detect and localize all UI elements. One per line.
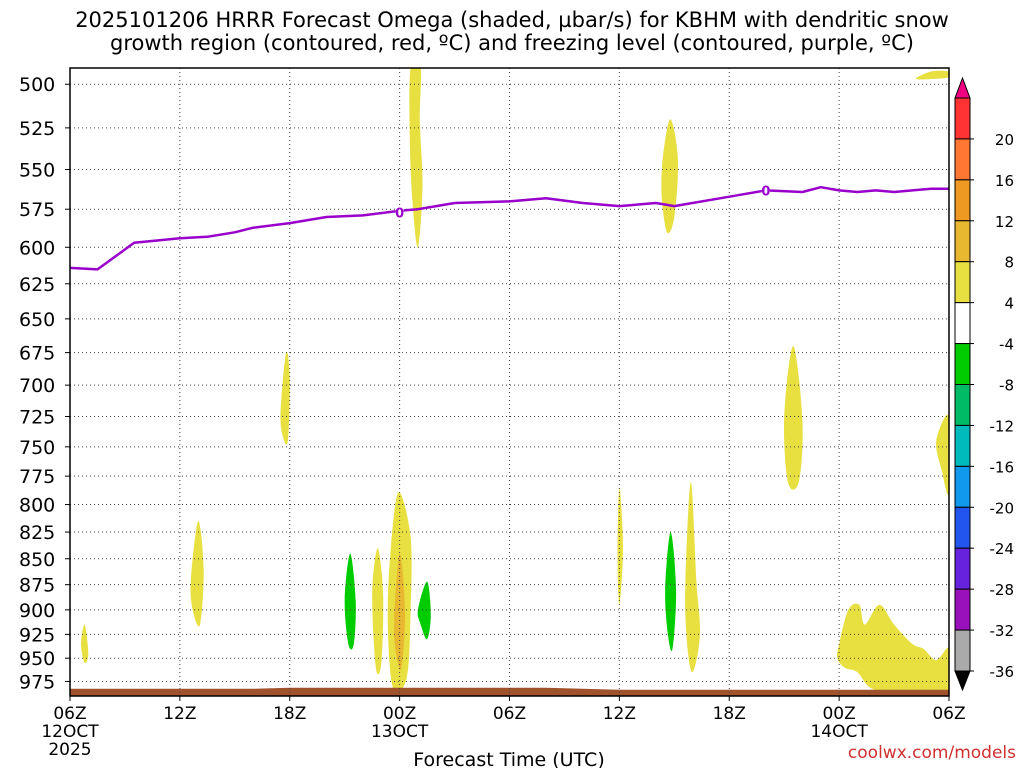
omega-region <box>685 481 701 673</box>
y-tick-label: 800 <box>19 495 55 517</box>
colorbar-segment <box>954 547 971 590</box>
colorbar-segment <box>954 343 971 386</box>
omega-region <box>661 119 679 234</box>
colorbar-segment <box>954 424 971 467</box>
omega-region <box>417 581 431 640</box>
colorbar-segment <box>954 302 971 345</box>
colorbar-segment <box>954 97 971 140</box>
omega-region <box>280 351 290 445</box>
colorbar-label: 16 <box>995 172 1014 190</box>
y-tick-label: 500 <box>19 74 55 96</box>
colorbar-label: 4 <box>1004 295 1014 313</box>
colorbar-label: -8 <box>999 377 1014 395</box>
colorbar-segment <box>954 138 971 181</box>
omega-region <box>836 603 949 696</box>
y-tick-label: 775 <box>19 466 55 488</box>
y-tick-label: 575 <box>19 199 55 221</box>
colorbar-label: -4 <box>999 336 1014 354</box>
colorbar-segment <box>954 261 971 304</box>
omega-region <box>190 521 204 627</box>
colorbar-label: -32 <box>990 622 1015 640</box>
y-tick-label: 975 <box>19 671 55 693</box>
chart-title-line2: growth region (contoured, red, ºC) and f… <box>110 31 914 55</box>
site-credit[interactable]: coolwx.com/models <box>847 743 1016 763</box>
freezing-level-line <box>70 185 949 271</box>
freezing-level-label: 0 <box>761 184 770 199</box>
colorbar-segment <box>954 384 971 426</box>
freezing-level-label-bg <box>395 205 404 219</box>
colorbar-segment <box>954 465 971 508</box>
omega-region <box>936 414 949 496</box>
terrain-ground <box>70 687 949 696</box>
colorbar-top-arrow <box>954 76 971 99</box>
y-tick-label: 750 <box>19 437 55 459</box>
x-axis-title: Forecast Time (UTC) <box>413 749 604 768</box>
colorbar-label: -16 <box>990 458 1015 476</box>
omega-region <box>617 487 623 605</box>
y-tick-label: 675 <box>19 343 55 365</box>
colorbar-label: -12 <box>990 417 1015 435</box>
x-tick-label: 18Z <box>273 704 306 724</box>
x-tick-label: 00Z <box>822 704 855 724</box>
colorbar-bottom-arrow <box>954 670 971 692</box>
omega-region <box>665 532 677 652</box>
omega-region <box>81 624 89 664</box>
y-tick-label: 700 <box>19 375 55 397</box>
colorbar-label: -28 <box>990 581 1015 599</box>
x-tick-label: 06Z <box>53 704 86 724</box>
omega-region <box>783 345 803 490</box>
y-tick-label: 950 <box>19 648 55 670</box>
y-tick-label: 525 <box>19 118 55 140</box>
x-tick-label: 06Z <box>493 704 526 724</box>
colorbar-label: -20 <box>990 499 1015 517</box>
x-tick-date: 13OCT <box>371 722 429 742</box>
omega-region <box>344 553 356 650</box>
x-tick-label: 00Z <box>383 704 416 724</box>
chart-title-line1: 2025101206 HRRR Forecast Omega (shaded, … <box>75 8 949 32</box>
colorbar-label: -36 <box>990 663 1015 681</box>
y-tick-label: 625 <box>19 274 55 296</box>
colorbar-segment <box>954 629 971 672</box>
y-tick-label: 850 <box>19 549 55 571</box>
x-tick-label: 12Z <box>603 704 636 724</box>
colorbar-label: 20 <box>995 131 1014 149</box>
y-tick-label: 650 <box>19 309 55 331</box>
omega-region <box>409 68 423 248</box>
y-tick-label: 900 <box>19 600 55 622</box>
y-tick-label: 600 <box>19 237 55 259</box>
colorbar-label: 12 <box>995 213 1014 231</box>
omega-region <box>915 70 949 80</box>
freezing-level-label: 0 <box>395 206 404 221</box>
colorbar-segment <box>954 179 971 222</box>
colorbar-segment <box>954 506 971 549</box>
x-tick-label: 06Z <box>932 704 965 724</box>
freezing-level-label-bg <box>761 183 770 197</box>
omega-region <box>372 548 384 675</box>
y-tick-label: 725 <box>19 407 55 429</box>
x-tick-label: 18Z <box>713 704 746 724</box>
colorbar-label: 8 <box>1004 254 1014 272</box>
colorbar-segment <box>954 588 971 631</box>
omega-region <box>393 553 406 670</box>
y-tick-label: 825 <box>19 522 55 544</box>
colorbar-segment <box>954 220 971 263</box>
y-tick-label: 875 <box>19 575 55 597</box>
x-tick-date: 12OCT <box>41 722 99 742</box>
y-tick-label: 550 <box>19 159 55 181</box>
x-tick-label: 12Z <box>163 704 196 724</box>
x-tick-year: 2025 <box>48 740 91 760</box>
x-tick-date: 14OCT <box>810 722 868 742</box>
y-tick-label: 925 <box>19 624 55 646</box>
colorbar-label: -24 <box>990 540 1015 558</box>
